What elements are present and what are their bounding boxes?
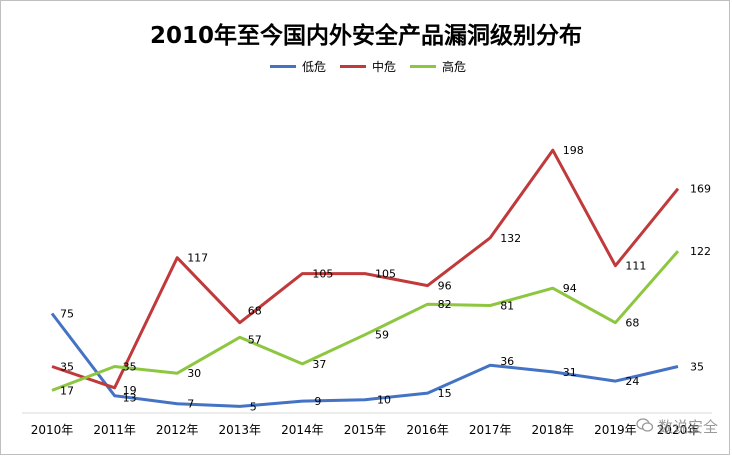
data-label-high: 59 (375, 329, 389, 342)
data-label-medium: 198 (563, 144, 584, 157)
data-label-high: 82 (438, 298, 452, 311)
data-label-low: 9 (314, 395, 321, 408)
legend-swatch-low (270, 65, 296, 68)
data-label-low: 15 (438, 387, 452, 400)
data-label-low: 5 (250, 400, 257, 413)
data-label-medium: 35 (60, 361, 74, 374)
series-line-medium (51, 148, 680, 390)
legend-item-low: 低危 (270, 58, 326, 75)
data-label-medium: 111 (625, 260, 646, 273)
data-label-high: 37 (312, 358, 326, 371)
data-label-medium: 105 (375, 268, 396, 281)
x-tick-label: 2012年 (156, 423, 199, 437)
x-tick-label: 2020年 (657, 423, 700, 437)
data-label-medium: 19 (123, 384, 137, 397)
x-tick-label: 2011年 (93, 423, 136, 437)
data-label-high: 17 (60, 384, 74, 397)
data-label-high: 81 (500, 299, 514, 312)
series-line-high (51, 250, 680, 392)
x-tick-label: 2016年 (406, 423, 449, 437)
data-label-medium: 96 (438, 280, 452, 293)
data-label-high: 94 (563, 282, 577, 295)
legend-item-medium: 中危 (340, 58, 396, 75)
data-label-low: 35 (690, 361, 704, 374)
data-label-low: 10 (377, 394, 391, 407)
legend-label-high: 高危 (442, 60, 467, 74)
x-tick-label: 2015年 (344, 423, 387, 437)
legend-label-medium: 中危 (372, 60, 397, 74)
x-tick-label: 2018年 (532, 423, 575, 437)
data-label-medium: 169 (690, 183, 711, 196)
data-label-high: 35 (123, 361, 137, 374)
data-label-medium: 117 (187, 252, 208, 265)
data-label-medium: 68 (248, 305, 262, 318)
data-label-medium: 105 (312, 268, 333, 281)
series-line-low (50, 312, 679, 408)
data-label-low: 7 (187, 398, 194, 411)
data-label-low: 75 (60, 307, 74, 320)
legend-swatch-high (410, 65, 437, 68)
data-label-low: 24 (625, 375, 639, 388)
x-tick-label: 2010年 (31, 423, 74, 437)
data-label-high: 122 (690, 245, 711, 258)
x-tick-label: 2014年 (281, 423, 324, 437)
chart-title: 2010年至今国内外安全产品漏洞级别分布 (149, 23, 582, 49)
x-tick-label: 2019年 (594, 423, 637, 437)
data-label-high: 68 (625, 317, 639, 330)
x-tick-label: 2017年 (469, 423, 512, 437)
watermark: 数说安全 (636, 416, 718, 437)
legend-swatch-medium (340, 65, 367, 68)
data-label-medium: 132 (500, 232, 521, 245)
data-label-low: 36 (500, 355, 514, 368)
legend-item-high: 高危 (410, 58, 466, 75)
watermark-text: 数说安全 (657, 418, 718, 436)
wechat-icon (636, 418, 654, 436)
data-label-high: 57 (248, 333, 262, 346)
legend-label-low: 低危 (302, 60, 327, 74)
data-label-high: 30 (187, 367, 201, 380)
data-label-low: 31 (563, 366, 577, 379)
x-tick-label: 2013年 (219, 423, 262, 437)
data-label-low: 13 (123, 392, 137, 405)
legend: 低危 中危 高危 (270, 58, 466, 75)
